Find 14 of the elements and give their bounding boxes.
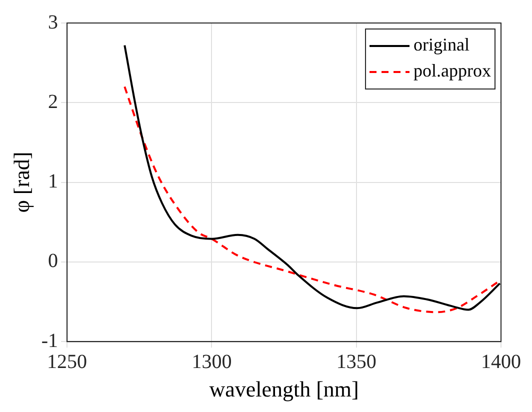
x-tick-label: 1300	[192, 350, 232, 373]
y-tick-label: -1	[41, 330, 58, 352]
x-tick-label: 1250	[47, 350, 88, 373]
line-series	[124, 86, 500, 314]
x-axis-title: wavelength [nm]	[209, 376, 359, 402]
legend-label: original	[414, 34, 470, 55]
y-tick-label: 0	[48, 250, 58, 272]
y-tick-label: 1	[48, 170, 58, 193]
x-tick-label: 1400	[481, 350, 521, 373]
legend-label: pol.approx	[414, 60, 491, 81]
y-tick-label: 2	[48, 90, 58, 113]
y-axis-title: φ [rad]	[8, 152, 34, 213]
y-tick-label: 3	[48, 11, 58, 34]
x-tick-label: 1350	[336, 350, 376, 373]
